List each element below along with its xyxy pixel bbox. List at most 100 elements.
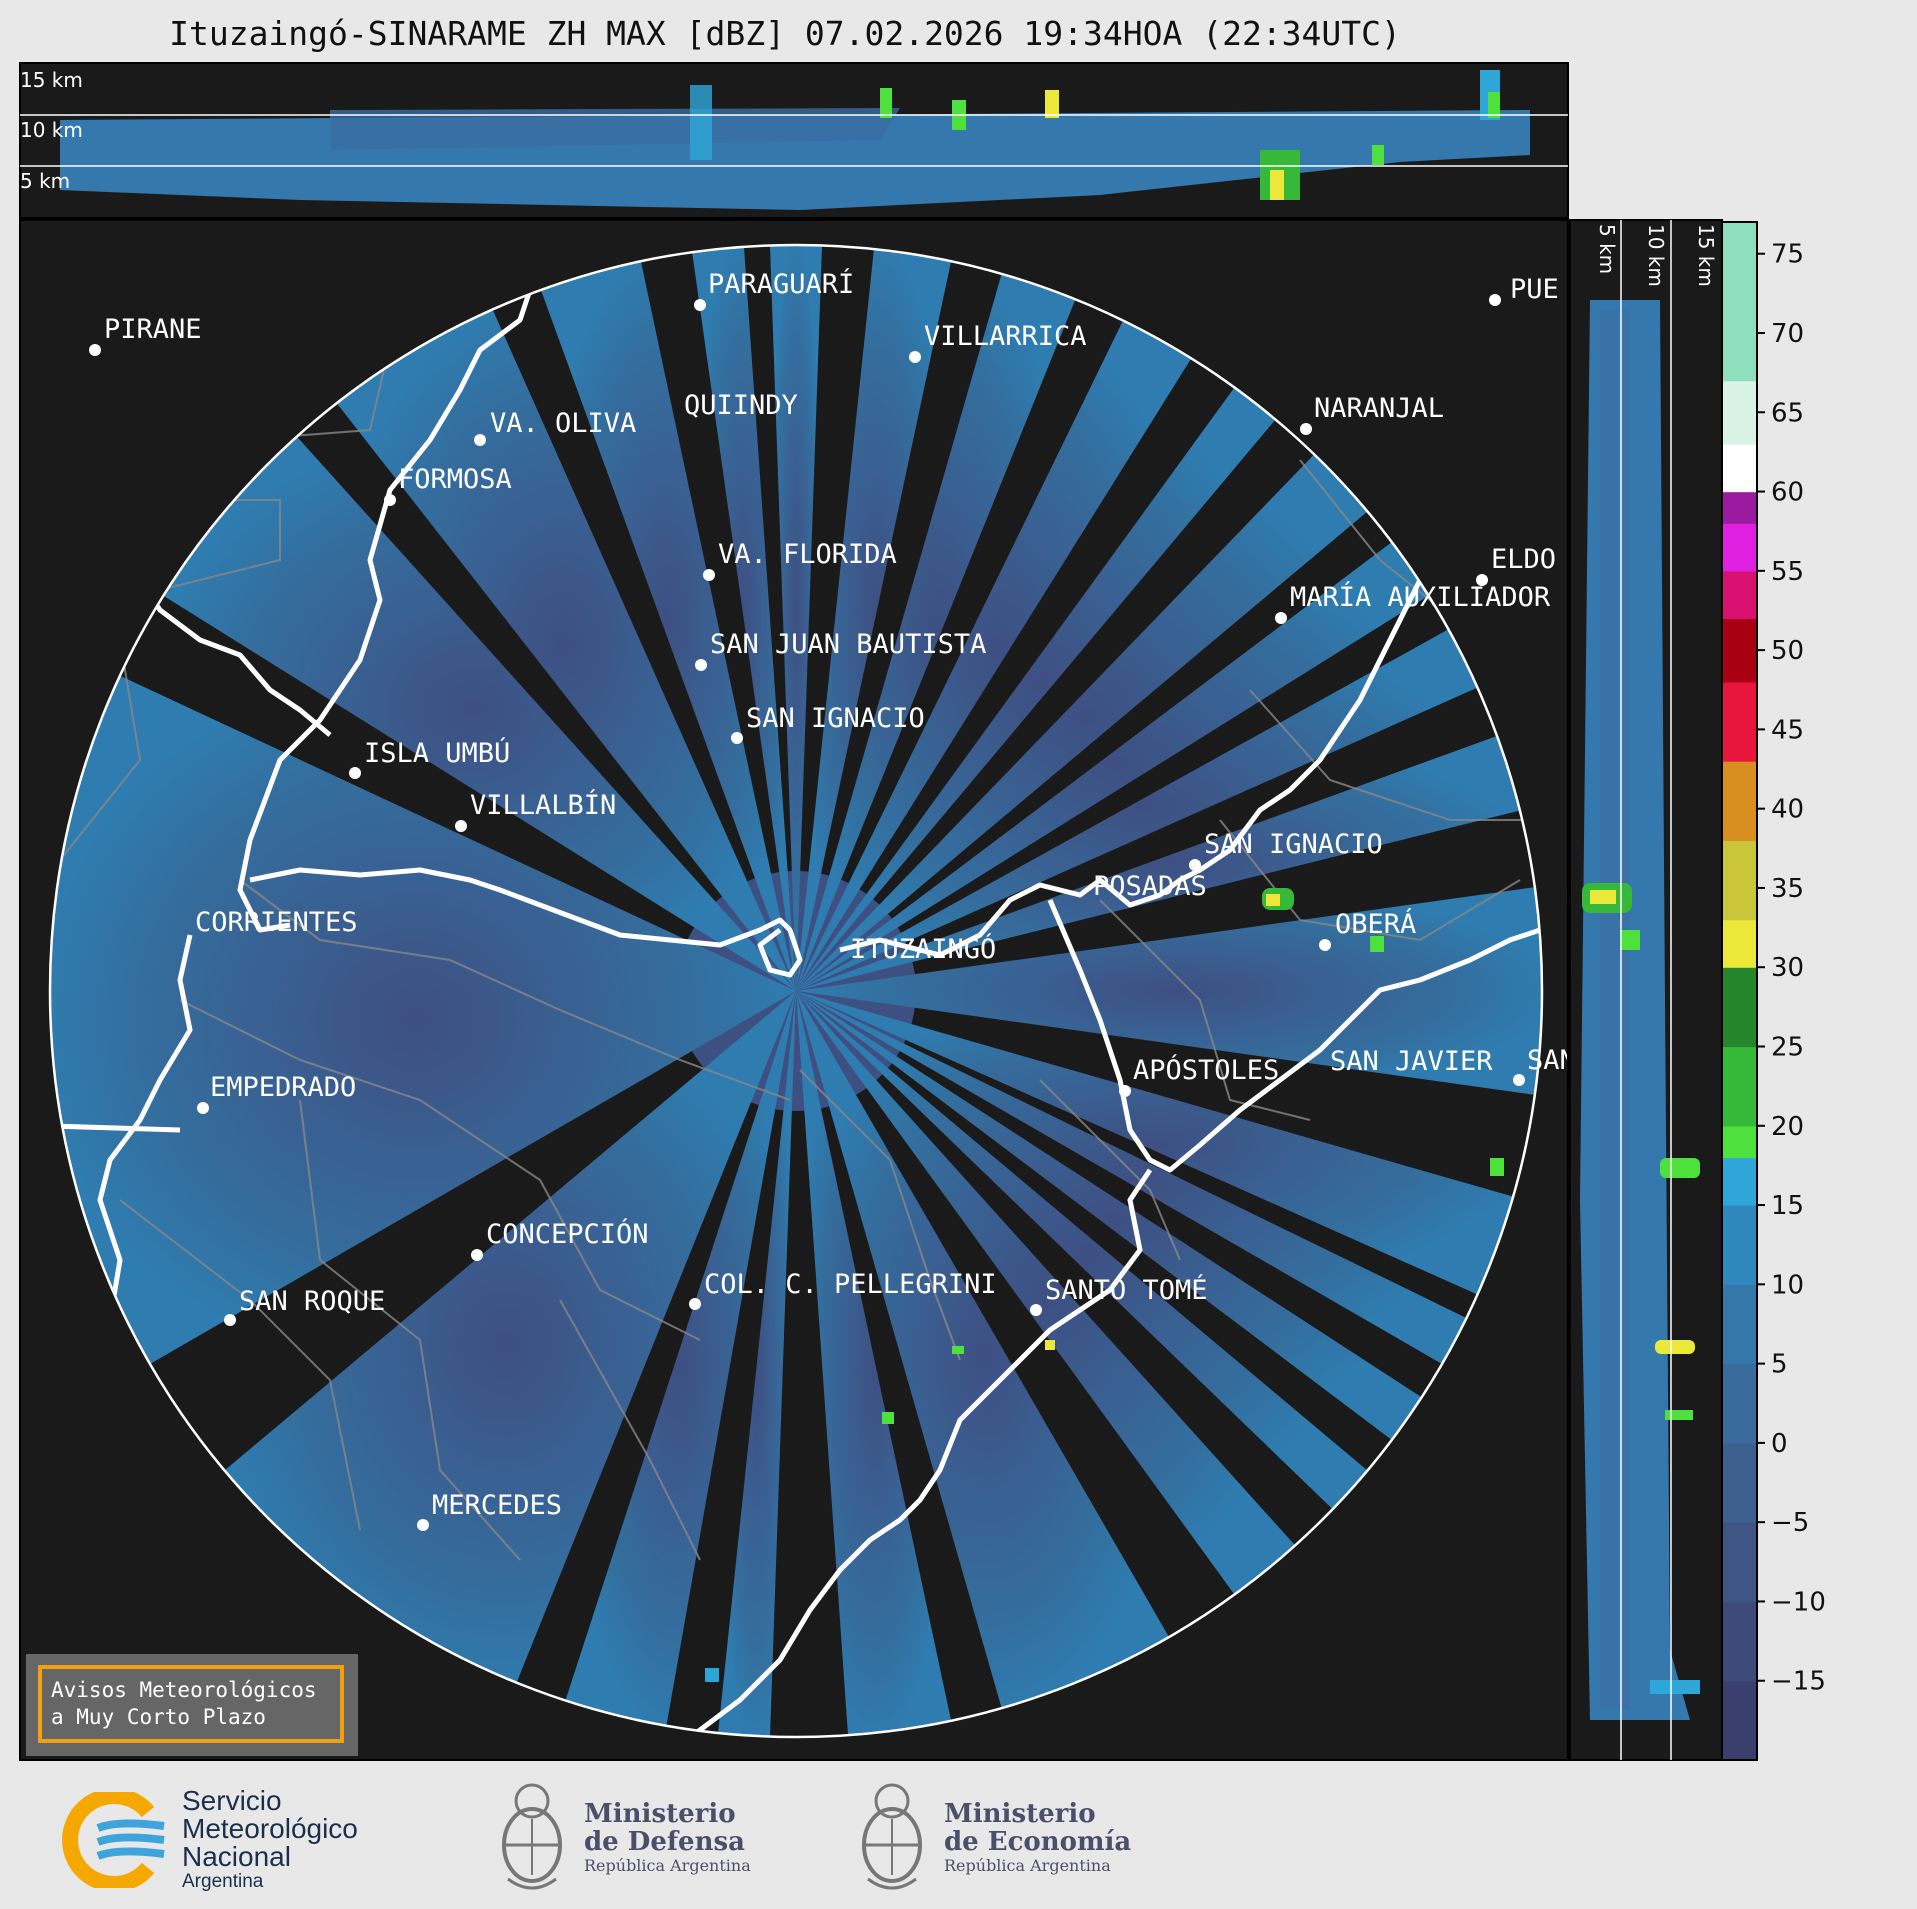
colorbar-tick-label: 55 <box>1771 557 1804 587</box>
colorbar-tick-label: −15 <box>1771 1667 1826 1697</box>
footer-logos: Servicio Meteorológico Nacional Argentin… <box>0 1765 1917 1909</box>
radar-sector <box>796 991 1379 1519</box>
city-marker <box>197 1102 209 1114</box>
smn-line1: Servicio <box>182 1785 282 1816</box>
radar-sector <box>796 622 1491 991</box>
city-marker <box>731 732 743 744</box>
notice-line2: a Muy Corto Plazo <box>51 1705 266 1729</box>
city-label: OBERÁ <box>1335 908 1416 940</box>
colorbar-band <box>1722 1205 1757 1285</box>
city-label: VILLARRICA <box>924 321 1087 352</box>
side-alt-5: 5 km <box>1595 224 1619 274</box>
radar-sector <box>796 991 954 1737</box>
notice-line1: Avisos Meteorológicos <box>51 1678 317 1702</box>
colorbar-tick-label: 0 <box>1771 1429 1788 1459</box>
city-label: SANTO TOMÉ <box>1045 1274 1208 1306</box>
colorbar-band <box>1722 1442 1757 1523</box>
radar-sector <box>536 247 796 992</box>
side-alt-15: 15 km <box>1694 224 1718 287</box>
colorbar-tick-label: 25 <box>1771 1032 1804 1062</box>
colorbar-tick-label: 60 <box>1771 478 1804 508</box>
colorbar-band <box>1722 491 1757 524</box>
reflectivity-sectors <box>50 245 1542 1737</box>
radar-sector <box>328 296 796 991</box>
colorbar-band <box>1722 444 1757 493</box>
city-marker <box>349 767 361 779</box>
colorbar-band <box>1722 1601 1757 1682</box>
radar-sector <box>796 376 1285 992</box>
city-marker <box>1476 574 1488 586</box>
city-marker <box>1119 1085 1131 1097</box>
city-label: SAN ROQUE <box>239 1286 385 1317</box>
city-label: SAN JAVIER <box>1330 1046 1493 1077</box>
economia-line1: Ministerio <box>944 1799 1096 1829</box>
colorbar-band <box>1722 967 1757 1048</box>
radar-sector <box>796 991 1480 1371</box>
colorbar-tick-label: 50 <box>1771 636 1804 666</box>
radar-sector <box>796 885 1542 1097</box>
city-label: VA. OLIVA <box>490 408 636 439</box>
colorbar-band <box>1722 1125 1757 1159</box>
city-marker <box>224 1314 236 1326</box>
radar-sector <box>796 991 1305 1606</box>
smn-emblem-icon <box>62 1792 165 1888</box>
radar-sector <box>151 426 796 991</box>
city-marker <box>694 299 706 311</box>
city-label: EMPEDRADO <box>210 1072 356 1103</box>
defensa-line1: Ministerio <box>584 1799 736 1829</box>
colorbar-band <box>1722 380 1757 445</box>
colorbar-tick-label: 20 <box>1771 1112 1804 1142</box>
coat-of-arms-icon <box>502 1783 562 1890</box>
radar-sector <box>213 991 797 1696</box>
radar-sector <box>796 245 954 991</box>
city-label: MARÍA AUXILIADOR <box>1290 581 1551 613</box>
radar-sector <box>561 991 796 1737</box>
colorbar-frame <box>1721 221 1758 1761</box>
smn-logo: Servicio Meteorológico Nacional Argentin… <box>58 1787 358 1893</box>
colorbar-band <box>1722 1363 1757 1444</box>
radar-sector <box>796 444 1379 991</box>
colorbar-band <box>1722 222 1757 382</box>
city-label: NARANJAL <box>1314 393 1444 424</box>
colorbar-band <box>1722 1522 1757 1603</box>
radar-sector <box>690 245 796 991</box>
top-alt-10: 10 km <box>20 118 83 142</box>
city-marker <box>384 494 396 506</box>
radar-map: PIRANE PARAGUARÍ VILLARRICA QUIINDY VA. OLIV… <box>19 219 1576 1761</box>
radar-sector <box>796 533 1441 991</box>
city-label: SAN <box>1527 1045 1576 1076</box>
colorbar-tick-label: 10 <box>1771 1270 1804 1300</box>
colorbar-tick-label: 35 <box>1771 874 1804 904</box>
smn-line2: Meteorológico <box>182 1813 358 1844</box>
city-marker <box>1319 939 1331 951</box>
colorbar-band <box>1722 840 1757 921</box>
city-marker <box>455 820 467 832</box>
city-marker <box>695 659 707 671</box>
city-label: SAN JUAN BAUTISTA <box>710 629 986 660</box>
city-label: CONCEPCIÓN <box>486 1218 649 1250</box>
echo-cells <box>705 888 1504 1682</box>
radar-site-label: ITUZAINGÓ <box>850 933 996 965</box>
colorbar-band <box>1722 618 1757 683</box>
map-title: Ituzaingó-SINARAME ZH MAX [dBZ] 07.02.20… <box>169 14 1401 53</box>
radar-sector <box>796 991 1434 1449</box>
radar-sector <box>796 991 1519 1301</box>
economia-line2: de Economía <box>944 1827 1132 1857</box>
city-marker <box>689 1298 701 1310</box>
side-alt-10: 10 km <box>1644 224 1668 287</box>
radar-sector <box>796 731 1534 991</box>
top-alt-5: 5 km <box>20 169 70 193</box>
city-marker <box>1300 423 1312 435</box>
colorbar-tick-label: −5 <box>1771 1508 1809 1538</box>
radar-sector <box>50 669 796 1371</box>
colorbar-band <box>1722 919 1757 968</box>
city-label: CORRIENTES <box>195 907 358 938</box>
colorbar-band <box>1722 681 1757 762</box>
radar-sector <box>796 307 1199 991</box>
city-label: MERCEDES <box>432 1490 562 1521</box>
city-marker <box>1513 1074 1525 1086</box>
radar-sector <box>716 991 796 1737</box>
coat-of-arms-icon <box>862 1783 922 1890</box>
city-marker <box>471 1249 483 1261</box>
city-marker <box>1030 1304 1042 1316</box>
